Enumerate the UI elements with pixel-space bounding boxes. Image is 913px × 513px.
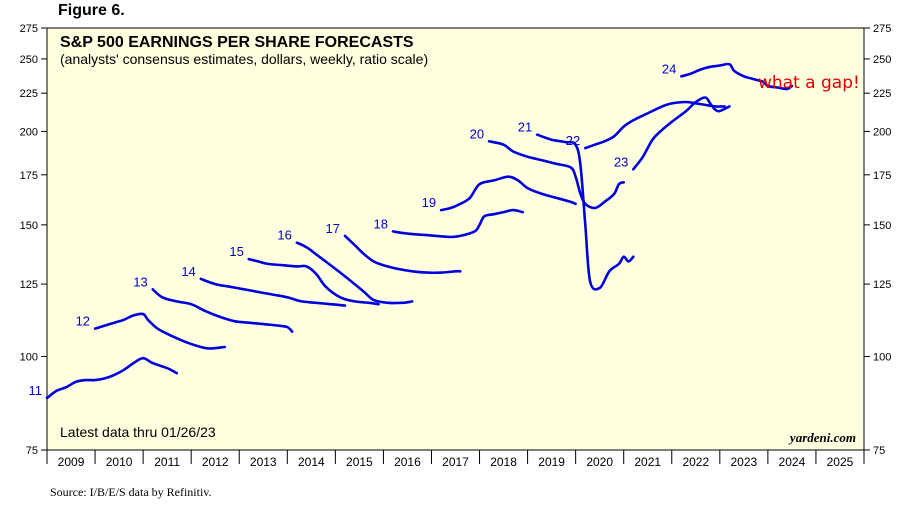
- y-tick-label-right: 125: [873, 279, 891, 291]
- y-tick-label-left: 125: [20, 279, 38, 291]
- series-label-13: 13: [133, 274, 147, 289]
- x-tick-label: 2025: [827, 455, 854, 469]
- x-tick-label: 2014: [298, 455, 325, 469]
- y-tick-label-right: 200: [873, 126, 891, 138]
- series-line-13: [151, 288, 294, 333]
- left-axis: 75 100 125 150 175 200 225 250 275: [20, 23, 47, 457]
- y-tick-label-right: 225: [873, 88, 891, 100]
- source-note: Source: I/B/E/S data by Refinitiv.: [50, 485, 212, 499]
- series-line-12: [93, 312, 227, 350]
- y-tick-label-left: 275: [20, 23, 38, 35]
- right-axis: 75 100 125 150 175 200 225 250 275: [864, 23, 891, 457]
- x-tick-label: 2016: [394, 455, 421, 469]
- series-label-17: 17: [325, 221, 339, 236]
- series-line-11: [45, 356, 179, 400]
- latest-data-note: Latest data thru 01/26/23: [60, 424, 216, 440]
- series-line-15: [247, 257, 380, 306]
- series-label-12: 12: [76, 314, 90, 329]
- x-tick-label: 2021: [634, 455, 661, 469]
- series-label-11: 11: [29, 383, 43, 398]
- y-tick-label-left: 150: [20, 220, 38, 232]
- series-line-21: [535, 133, 635, 291]
- series-label-14: 14: [181, 264, 195, 279]
- annotation-text: what a gap!: [758, 73, 860, 93]
- x-axis: 2009 2010 2011 2012 2013 2014 2015 2016 2017 2018…: [46, 450, 865, 469]
- x-tick-label: 2023: [731, 455, 758, 469]
- series-line-22: [584, 100, 726, 150]
- x-tick-label: 2022: [682, 455, 709, 469]
- y-tick-label-right: 100: [873, 352, 891, 364]
- y-tick-label-left: 225: [20, 88, 38, 100]
- series-layer: 11 12 13 14 15 16 17 18 19 20 21 22 23 24: [29, 61, 794, 400]
- y-tick-label-right: 150: [873, 220, 891, 232]
- series-line-19: [439, 175, 577, 212]
- series-line-23: [632, 96, 731, 171]
- chart-subtitle: (analysts' consensus estimates, dollars,…: [60, 51, 428, 67]
- y-tick-label-right: 275: [873, 23, 891, 35]
- x-tick-label: 2020: [586, 455, 613, 469]
- series-line-20: [487, 140, 625, 210]
- series-label-23: 23: [614, 154, 628, 169]
- series-label-19: 19: [422, 195, 436, 210]
- brand-label: yardeni.com: [788, 430, 856, 445]
- y-tick-label-right: 250: [873, 54, 891, 66]
- x-tick-label: 2013: [250, 455, 277, 469]
- y-tick-label-right: 175: [873, 170, 891, 182]
- y-tick-label-left: 175: [20, 170, 38, 182]
- x-tick-label: 2011: [154, 455, 180, 469]
- series-line-14: [199, 277, 347, 307]
- series-line-16: [295, 241, 414, 305]
- series-line-24: [680, 62, 794, 91]
- x-tick-label: 2012: [202, 455, 229, 469]
- series-label-15: 15: [229, 244, 243, 259]
- y-tick-label-left: 250: [20, 54, 38, 66]
- y-tick-label-left: 75: [26, 445, 38, 457]
- x-tick-label: 2009: [58, 455, 85, 469]
- series-label-20: 20: [470, 126, 484, 141]
- y-tick-label-left: 100: [20, 352, 38, 364]
- x-tick-label: 2018: [490, 455, 517, 469]
- chart-title: S&P 500 EARNINGS PER SHARE FORECASTS: [60, 34, 414, 51]
- series-label-22: 22: [566, 133, 580, 148]
- y-tick-label-left: 200: [20, 126, 38, 138]
- x-tick-label: 2010: [106, 455, 133, 469]
- x-tick-label: 2024: [779, 455, 806, 469]
- series-label-16: 16: [277, 228, 291, 243]
- y-tick-label-right: 75: [873, 445, 885, 457]
- x-tick-label: 2019: [538, 455, 565, 469]
- series-line-18: [391, 208, 525, 239]
- series-line-17: [343, 234, 462, 275]
- figure-label: Figure 6.: [58, 2, 125, 19]
- plot-area: [46, 27, 865, 451]
- x-tick-label: 2017: [442, 455, 469, 469]
- x-tick-label: 2015: [346, 455, 373, 469]
- series-label-24: 24: [662, 61, 676, 76]
- series-label-21: 21: [518, 120, 532, 135]
- series-label-18: 18: [374, 216, 388, 231]
